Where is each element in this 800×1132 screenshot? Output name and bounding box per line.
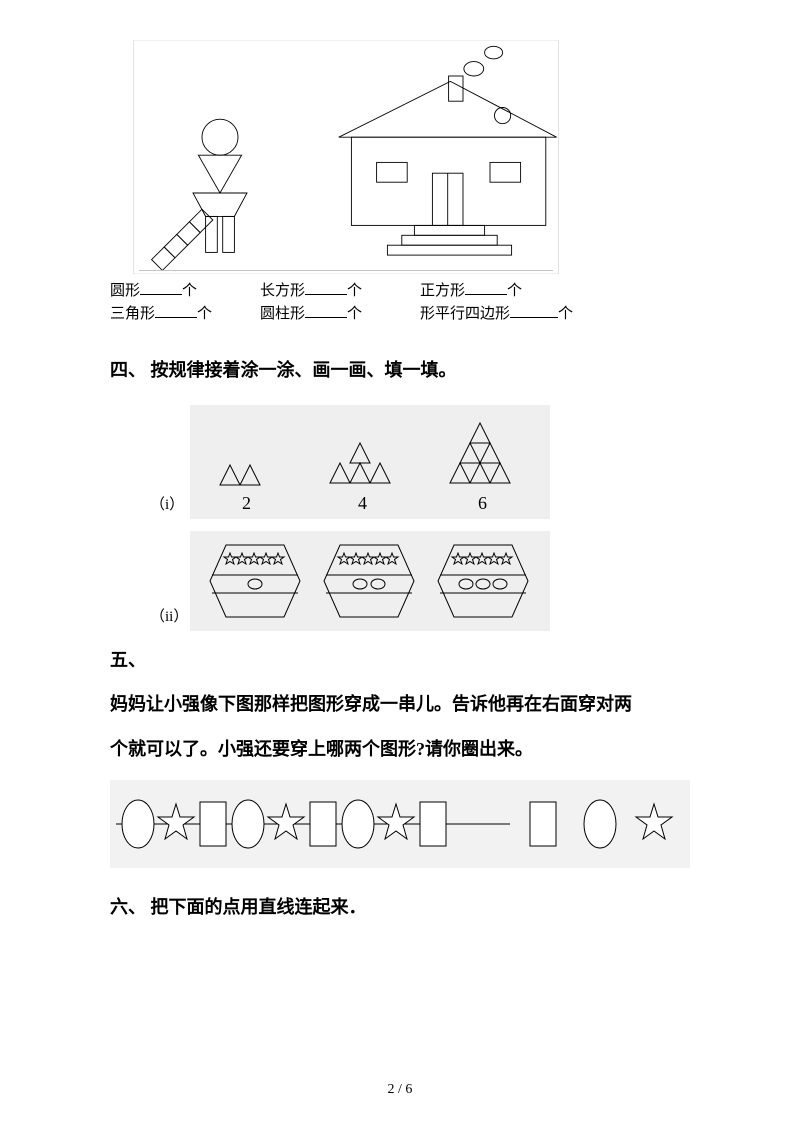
house-scene-svg <box>110 40 582 274</box>
count-square: 正方形 个 <box>420 280 580 303</box>
label: 三角形 <box>110 306 155 322</box>
pattern-i-label-1: 2 <box>242 493 251 513</box>
hexagon-pattern-svg <box>190 531 550 631</box>
unit: 个 <box>507 283 522 299</box>
blank[interactable] <box>140 280 182 295</box>
section-six-heading: 六、 把下面的点用直线连起来． <box>110 890 700 924</box>
blank[interactable] <box>510 303 558 318</box>
unit: 个 <box>558 306 573 322</box>
figure-bead-string <box>110 780 700 868</box>
count-triangle: 三角形 个 <box>110 303 260 326</box>
label: 正方形 <box>420 283 465 299</box>
count-rectangle: 长方形 个 <box>260 280 420 303</box>
pattern-ii: （ii） <box>150 531 700 631</box>
shape-count-row-1: 圆形 个 长方形 个 正方形 个 <box>110 280 700 303</box>
page-footer: 2 / 6 <box>0 1077 800 1104</box>
figure-house-scene <box>110 40 700 274</box>
unit: 个 <box>347 283 362 299</box>
blank[interactable] <box>305 280 347 295</box>
label: 长方形 <box>260 283 305 299</box>
section-five-line-1: 妈妈让小强像下图那样把图形穿成一串儿。告诉他再在右面穿对两 <box>110 687 700 721</box>
section-five-line-2: 个就可以了。小强还要穿上哪两个图形?请你圈出来。 <box>110 732 700 766</box>
section-four-heading: 四、 按规律接着涂一涂、画一画、填一填。 <box>110 353 700 387</box>
unit: 个 <box>182 283 197 299</box>
label: 圆形 <box>110 283 140 299</box>
unit: 个 <box>347 306 362 322</box>
label: 形平行四边形 <box>420 306 510 322</box>
pattern-i: （i） 2 4 6 <box>150 405 700 519</box>
triangle-pattern-svg: 2 4 6 <box>190 405 550 519</box>
label-ii: （ii） <box>150 603 190 632</box>
label: 圆柱形 <box>260 306 305 322</box>
blank[interactable] <box>465 280 507 295</box>
count-parallelogram: 形平行四边形 个 <box>420 303 620 326</box>
bead-string-svg <box>110 780 690 868</box>
shape-count-block: 圆形个 长方形个 正方形个 三角形个 圆柱形个 形平行四边形个 <box>110 280 700 325</box>
shape-count-row-2: 三角形 个 圆柱形 个 形平行四边形 个 <box>110 303 700 326</box>
pattern-i-label-2: 4 <box>358 493 367 513</box>
blank[interactable] <box>155 303 197 318</box>
blank[interactable] <box>305 303 347 318</box>
count-cylinder: 圆柱形 个 <box>260 303 420 326</box>
pattern-i-label-3: 6 <box>478 493 487 513</box>
unit: 个 <box>197 306 212 322</box>
section-five-heading: 五、 <box>110 643 700 677</box>
label-i: （i） <box>150 491 190 520</box>
count-circle: 圆形 个 <box>110 280 260 303</box>
